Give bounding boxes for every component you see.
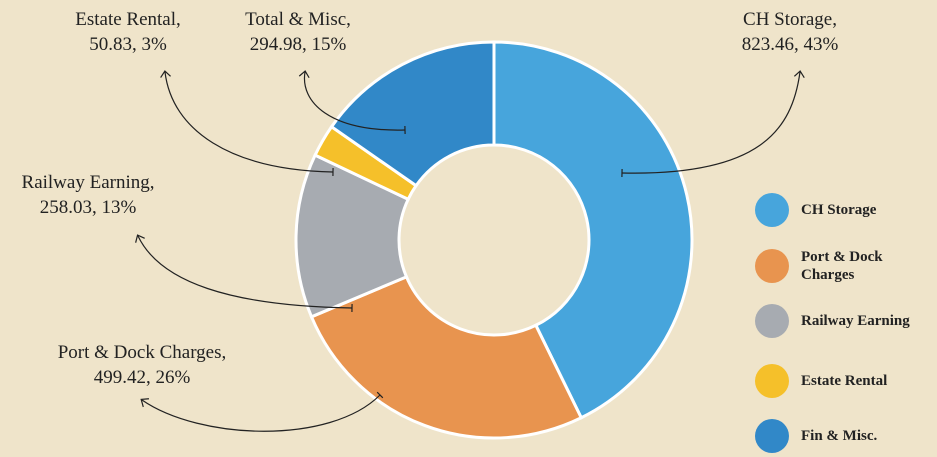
callout-value: 294.98, 15% [250, 34, 347, 55]
legend-swatch [755, 249, 789, 283]
callouts: CH Storage, 823.46, 43% Port & Dock Charge… [22, 9, 839, 432]
callout-value: 50.83, 3% [89, 34, 167, 55]
legend-swatch [755, 304, 789, 338]
callout-line [140, 391, 384, 432]
callout-value: 499.42, 26% [94, 367, 191, 388]
legend-item: Railway Earning [755, 304, 929, 338]
callout-line [298, 70, 406, 135]
legend-swatch [755, 419, 789, 453]
legend-item: CH Storage [755, 193, 929, 227]
callout-line [135, 234, 353, 313]
callout-name: Total & Misc, [245, 9, 351, 30]
legend-label: Fin & Misc. [801, 428, 878, 444]
legend-item: Estate Rental [755, 364, 929, 398]
legend-label: Estate Rental [801, 373, 888, 389]
legend-label: Railway Earning [801, 313, 910, 329]
callout-name: Port & Dock Charges, [58, 342, 227, 363]
legend: CH Storage Port & Dock Charges Railway Ear… [755, 0, 937, 457]
callout-line [621, 70, 805, 178]
legend-label: Port & Dock Charges [801, 249, 883, 283]
legend-item: Fin & Misc. [755, 419, 929, 453]
callout-name: CH Storage, [743, 9, 837, 30]
callout-line [160, 70, 334, 177]
legend-swatch [755, 193, 789, 227]
donut [294, 40, 694, 440]
legend-label: CH Storage [801, 202, 877, 218]
legend-item: Port & Dock Charges [755, 248, 929, 284]
callout-name: Estate Rental, [75, 9, 181, 30]
callout-value: 823.46, 43% [742, 34, 839, 55]
callout-value: 258.03, 13% [40, 197, 137, 218]
legend-swatch [755, 364, 789, 398]
callout-name: Railway Earning, [22, 172, 155, 193]
